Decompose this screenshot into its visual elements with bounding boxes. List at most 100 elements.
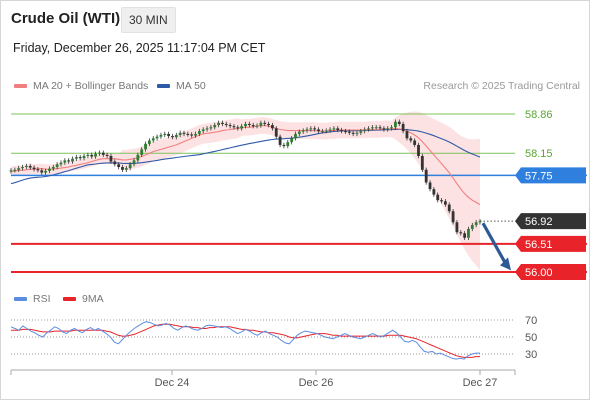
candle-body	[394, 121, 397, 128]
level-label: 58.86	[525, 109, 553, 121]
candle-body	[363, 129, 367, 132]
candle	[9, 168, 13, 174]
candle-body	[397, 121, 401, 124]
candle-body	[294, 133, 297, 139]
candle	[370, 125, 374, 131]
candle-body	[90, 154, 94, 157]
candle-body	[286, 142, 290, 147]
candle-body	[144, 143, 147, 150]
candle-body	[463, 233, 467, 238]
candle	[332, 126, 336, 132]
candle	[378, 125, 382, 131]
candle	[447, 202, 451, 214]
candle	[174, 132, 178, 140]
candle-body	[140, 149, 144, 155]
candle	[44, 168, 47, 175]
candle-body	[378, 127, 382, 129]
candle	[397, 119, 401, 127]
candle-body	[297, 131, 301, 134]
candle	[147, 138, 151, 147]
ma20-swatch	[14, 84, 27, 89]
candle	[286, 139, 290, 149]
candle	[278, 134, 282, 148]
candle	[17, 165, 21, 173]
candle-body	[351, 132, 355, 134]
candle-body	[382, 128, 386, 130]
candle-body	[301, 130, 305, 132]
candle	[136, 152, 140, 163]
candle-body	[201, 129, 205, 132]
candle	[194, 131, 197, 138]
candle	[390, 125, 393, 131]
rsi-tick-label: 70	[525, 315, 537, 327]
candle	[363, 127, 367, 134]
level-tag	[515, 235, 586, 252]
legend-9ma-label: 9MA	[82, 293, 104, 305]
candle	[401, 121, 405, 134]
rsi-line	[10, 321, 480, 360]
candle	[386, 126, 390, 132]
candle-body	[413, 140, 417, 145]
candle	[82, 153, 86, 161]
candle-body	[432, 189, 436, 195]
bollinger-band	[11, 111, 480, 271]
candle-body	[174, 134, 178, 138]
candle-body	[74, 157, 78, 159]
candle-body	[240, 126, 244, 129]
candle	[340, 127, 344, 134]
candle-body	[44, 170, 47, 173]
candle-body	[251, 125, 255, 127]
candle-body	[40, 170, 44, 173]
candle-body	[217, 122, 220, 126]
candle-body	[428, 182, 432, 190]
candle-body	[59, 162, 63, 165]
candle-body	[459, 232, 463, 234]
interval-button[interactable]: 30 MIN	[121, 7, 176, 33]
candle	[51, 164, 55, 171]
candle	[359, 128, 363, 135]
candle	[48, 166, 51, 174]
candle	[205, 126, 209, 132]
candle-body	[340, 130, 344, 132]
rsi-tick-label: 30	[525, 349, 537, 361]
candle	[132, 158, 136, 167]
candle	[328, 127, 332, 133]
candle	[320, 128, 324, 134]
candle-body	[317, 129, 320, 132]
candle-body	[344, 131, 347, 133]
candle	[186, 131, 190, 137]
candle-body	[232, 126, 236, 128]
candle	[121, 164, 124, 173]
candle	[151, 136, 155, 143]
candle-body	[71, 158, 74, 162]
candle-body	[244, 123, 247, 127]
candle	[444, 199, 447, 207]
candle-body	[390, 127, 393, 129]
candle	[94, 151, 97, 159]
candle	[455, 220, 459, 235]
candle	[71, 156, 74, 164]
candle-body	[117, 164, 121, 168]
candle	[213, 122, 217, 130]
candle	[271, 122, 274, 131]
candle	[440, 197, 443, 204]
candle	[201, 127, 205, 134]
candle	[301, 128, 305, 134]
candle-body	[155, 136, 159, 139]
candle	[105, 152, 109, 159]
candle	[224, 121, 228, 128]
candle	[13, 167, 17, 173]
level-tag	[515, 264, 586, 280]
candle-body	[347, 131, 351, 133]
candle-body	[440, 200, 443, 202]
candle	[267, 121, 270, 128]
candle-body	[182, 132, 186, 134]
candle	[263, 120, 267, 127]
rsi-swatch	[14, 297, 27, 302]
candle	[167, 131, 171, 139]
candle-body	[24, 165, 28, 168]
candle	[474, 220, 478, 228]
candle-body	[290, 138, 294, 143]
candle-body	[332, 128, 336, 130]
